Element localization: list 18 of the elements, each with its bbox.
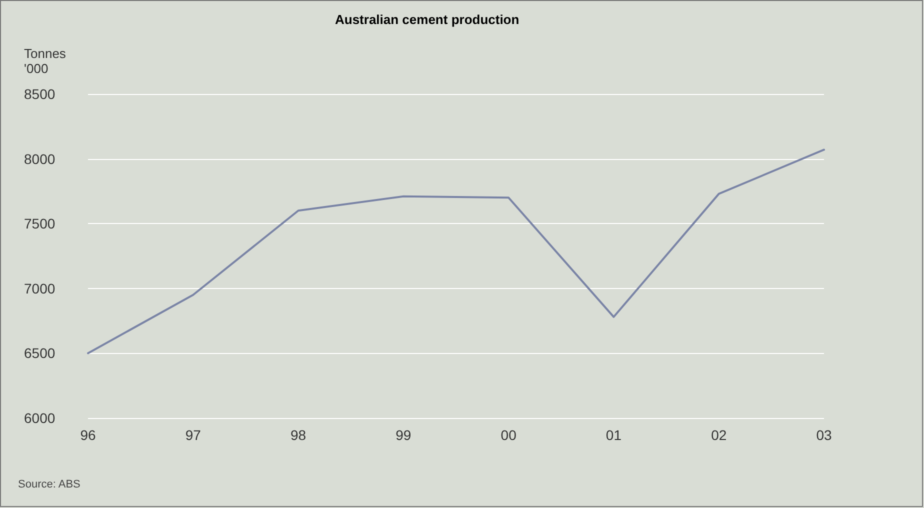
x-tick-label: 97 [185,427,202,443]
x-tick-label: 00 [500,427,517,443]
x-tick-label: 98 [290,427,306,443]
y-axis-title: Tonnes '000 [24,46,66,76]
y-tick-label: 6500 [24,345,56,362]
x-tick-label: 03 [816,427,832,443]
x-tick-label: 99 [396,427,412,443]
line-series [87,148,825,354]
source-note: Source: ABS [18,478,80,490]
x-tick-label: 01 [606,427,622,443]
y-tick-label: 8000 [24,150,56,167]
x-tick-label: 96 [80,427,96,443]
x-tick-label: 02 [711,427,727,443]
y-tick-label: 7500 [24,216,56,232]
y-tick-label: 7000 [24,280,56,296]
y-tick-label: 8500 [24,86,56,102]
y-tick-label: 6000 [24,410,56,426]
chart-title: Australian cement production [335,12,520,27]
